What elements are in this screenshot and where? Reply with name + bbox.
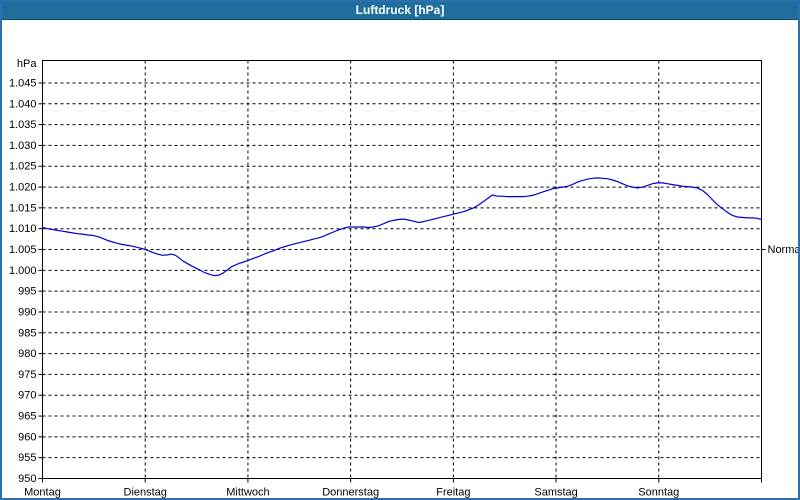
pressure-chart: 1.045 1.040 1.035 1.030 1.025 1.020 1.015 1.010… bbox=[2, 20, 798, 498]
y-tick-label: 1.030 bbox=[9, 140, 37, 152]
y-tick-label: 965 bbox=[18, 411, 36, 423]
y-tick-label: 990 bbox=[18, 306, 36, 318]
y-grid-and-ticks bbox=[38, 82, 762, 479]
normal-marker-label: Normal bbox=[768, 244, 799, 256]
y-tick-label: 975 bbox=[18, 369, 36, 381]
x-day-label: Donnerstag bbox=[322, 487, 379, 499]
x-grid-and-ticks bbox=[42, 60, 762, 483]
plot-border bbox=[42, 60, 762, 479]
x-day-label: Montag bbox=[24, 487, 61, 499]
window-title-bar: Luftdruck [hPa] bbox=[2, 2, 798, 20]
y-tick-label: 985 bbox=[18, 327, 36, 339]
chart-svg: 1.045 1.040 1.035 1.030 1.025 1.020 1.015 1.010… bbox=[9, 58, 799, 499]
y-tick-label: 955 bbox=[18, 452, 36, 464]
pressure-line bbox=[41, 177, 763, 277]
y-tick-label: 1.035 bbox=[9, 119, 37, 131]
y-tick-label: 970 bbox=[18, 390, 36, 402]
y-tick-label: 995 bbox=[18, 286, 36, 298]
y-tick-label: 1.015 bbox=[9, 202, 37, 214]
y-axis-unit-label: hPa bbox=[17, 58, 37, 70]
x-day-label: Dienstag bbox=[124, 487, 167, 499]
x-day-label: Freitag bbox=[436, 487, 470, 499]
y-tick-label: 1.010 bbox=[9, 223, 37, 235]
y-tick-label: 1.005 bbox=[9, 244, 37, 256]
y-tick-label: 1.020 bbox=[9, 182, 37, 194]
x-day-label: Sonntag bbox=[638, 487, 679, 499]
x-day-label: Mittwoch bbox=[226, 487, 269, 499]
y-tick-label: 1.045 bbox=[9, 77, 37, 89]
window-title: Luftdruck [hPa] bbox=[355, 3, 445, 17]
x-day-label: Samstag bbox=[534, 487, 577, 499]
y-tick-label: 1.025 bbox=[9, 161, 37, 173]
y-tick-label: 980 bbox=[18, 348, 36, 360]
y-tick-label: 960 bbox=[18, 431, 36, 443]
y-tick-label: 1.000 bbox=[9, 265, 37, 277]
y-tick-label: 950 bbox=[18, 473, 36, 485]
y-tick-label: 1.040 bbox=[9, 98, 37, 110]
